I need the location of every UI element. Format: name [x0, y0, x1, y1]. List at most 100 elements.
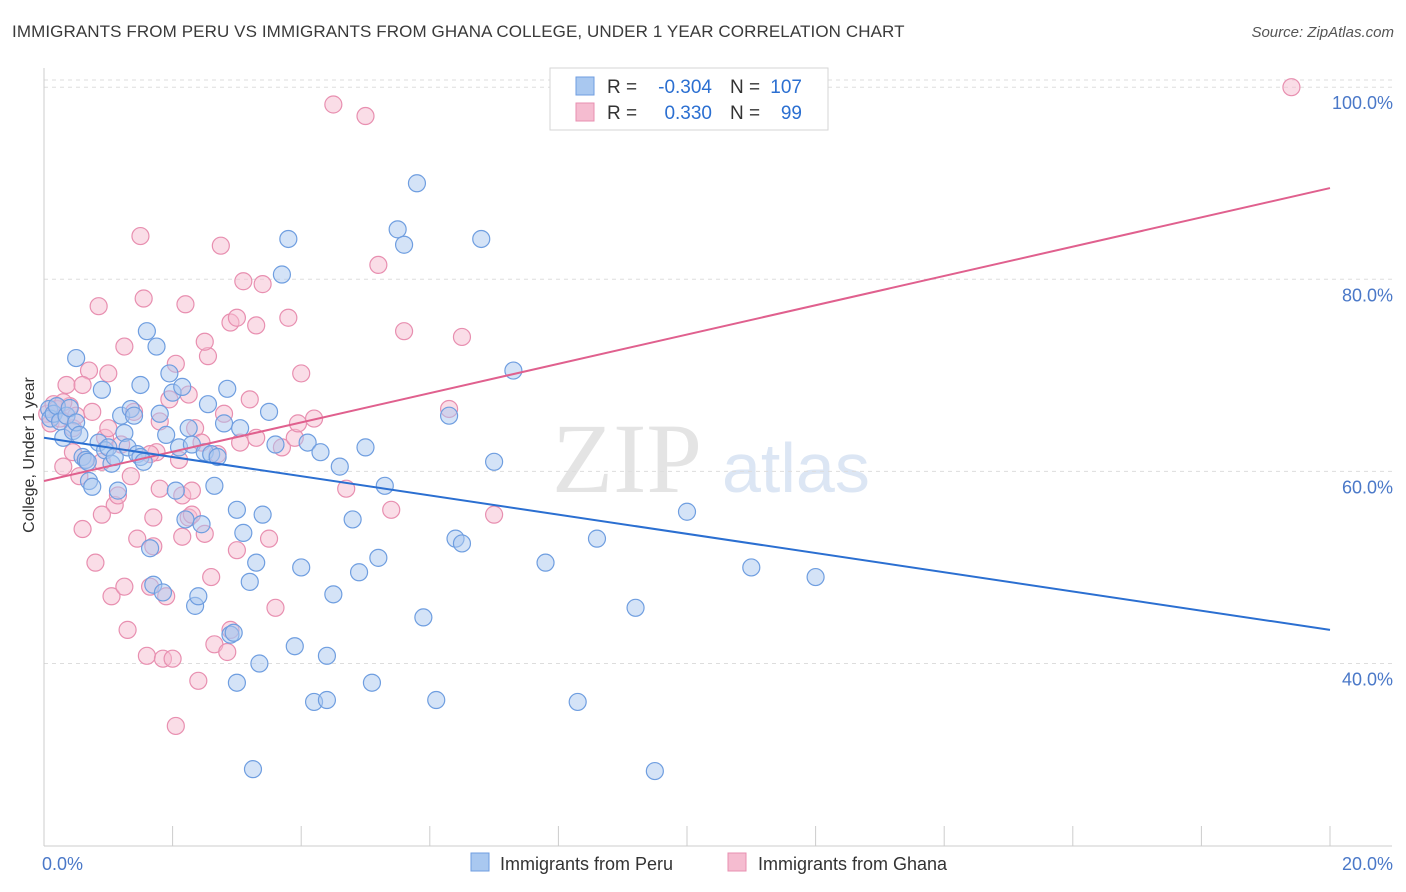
ghana-point-19 [99, 419, 118, 438]
stats-r-label-peru: R = [607, 77, 637, 98]
legend-label-peru: Immigrants from Peru [500, 854, 673, 874]
stats-swatch-peru [575, 76, 595, 96]
peru-point-63 [272, 265, 292, 284]
ghana-point-81 [73, 375, 92, 395]
x-tick-label-1: 20.0% [1342, 854, 1393, 874]
ghana-point-84 [115, 577, 134, 596]
ghana-point-24 [115, 337, 134, 356]
ghana-point-83 [173, 527, 192, 546]
peru-point-106 [131, 375, 150, 395]
watermark-zip: ZIP [552, 403, 702, 514]
peru-point-28 [134, 452, 153, 471]
stats-n-value-peru: 107 [770, 77, 802, 98]
peru-point-66 [292, 558, 311, 577]
peru-point-37 [166, 481, 185, 500]
peru-point-94 [645, 761, 664, 781]
peru-point-99 [227, 673, 246, 692]
ghana-point-15 [86, 553, 105, 572]
legend-swatch-ghana [727, 852, 747, 872]
legend-label-ghana: Immigrants from Ghana [758, 854, 948, 874]
ghana-point-31 [137, 646, 156, 665]
peru-point-67 [298, 433, 317, 452]
y-tick-labels: 40.0% 60.0% 80.0% 100.0% [1332, 93, 1393, 689]
peru-point-74 [349, 563, 369, 582]
peru-point-39 [173, 377, 192, 396]
ghana-point-69 [292, 364, 311, 383]
ghana-point-30 [134, 289, 153, 308]
peru-point-100 [108, 481, 128, 500]
peru-point-33 [153, 583, 173, 602]
ghana-point-56 [218, 642, 237, 662]
peru-point-92 [587, 529, 607, 548]
peru-point-97 [806, 567, 825, 587]
peru-point-65 [285, 637, 304, 656]
peru-point-41 [179, 419, 198, 438]
ghana-point-73 [356, 106, 375, 126]
peru-point-32 [150, 404, 169, 423]
y-tick-label-100: 100.0% [1332, 93, 1393, 113]
ghana-point-80 [1282, 78, 1301, 97]
peru-point-79 [388, 220, 407, 239]
peru-point-59 [250, 654, 269, 673]
stats-n-value-ghana: 99 [781, 103, 802, 124]
peru-point-25 [124, 406, 144, 425]
peru-point-104 [67, 348, 86, 368]
peru-point-91 [568, 692, 587, 712]
ghana-point-74 [369, 255, 388, 275]
ghana-point-47 [189, 671, 208, 690]
stats-n-label-ghana: N = [730, 103, 760, 124]
stats-r-label-ghana: R = [607, 103, 637, 124]
peru-point-78 [375, 476, 394, 495]
peru-point-88 [485, 452, 504, 471]
peru-point-86 [452, 534, 472, 553]
trend-line-peru [43, 436, 1331, 631]
axes [43, 68, 1392, 847]
peru-point-70 [317, 646, 337, 665]
peru-point-52 [218, 379, 237, 398]
stats-legend: R = -0.304 N = 107 R = 0.330 N = 99 [549, 67, 829, 131]
peru-point-90 [536, 553, 555, 572]
stats-r-value-peru: -0.304 [658, 77, 712, 98]
ghana-point-85 [92, 505, 111, 524]
ghana-point-33 [144, 508, 163, 527]
x-ticks [43, 826, 1331, 846]
peru-point-98 [317, 690, 337, 710]
peru-point-10 [70, 425, 89, 445]
y-tick-label-60: 60.0% [1342, 477, 1393, 497]
ghana-point-65 [266, 598, 285, 617]
y-tick-label-80: 80.0% [1342, 285, 1393, 305]
ghana-point-75 [382, 500, 401, 519]
peru-point-51 [214, 414, 234, 433]
ghana-point-78 [452, 327, 472, 347]
ghana-point-60 [234, 272, 253, 291]
ghana-point-16 [89, 297, 108, 316]
ghana-point-76 [394, 322, 414, 341]
ghana-point-64 [259, 529, 279, 548]
peru-point-105 [78, 452, 97, 471]
peru-point-95 [677, 502, 697, 521]
ghana-point-58 [227, 308, 246, 327]
ghana-point-63 [253, 275, 272, 294]
series-peru-points [40, 174, 825, 781]
peru-point-56 [234, 523, 253, 542]
peru-point-50 [208, 447, 227, 467]
ghana-point-43 [176, 295, 195, 314]
x-tick-label-0: 0.0% [42, 854, 83, 874]
ghana-point-45 [182, 481, 201, 500]
peru-point-14 [83, 477, 102, 496]
peru-point-54 [227, 500, 246, 519]
peru-point-49 [205, 476, 224, 495]
peru-point-62 [266, 435, 285, 454]
y-axis-label: College, Under 1 year [21, 377, 38, 533]
peru-point-29 [137, 322, 156, 341]
peru-point-72 [330, 457, 349, 476]
peru-point-103 [243, 760, 263, 779]
watermark-atlas: atlas [722, 429, 870, 507]
peru-point-84 [439, 406, 459, 425]
ghana-point-6 [57, 375, 76, 395]
stats-swatch-ghana [575, 102, 595, 122]
ghana-point-54 [211, 236, 230, 255]
chart-title: IMMIGRANTS FROM PERU VS IMMIGRANTS FROM … [12, 22, 905, 41]
ghana-point-93 [195, 332, 214, 351]
